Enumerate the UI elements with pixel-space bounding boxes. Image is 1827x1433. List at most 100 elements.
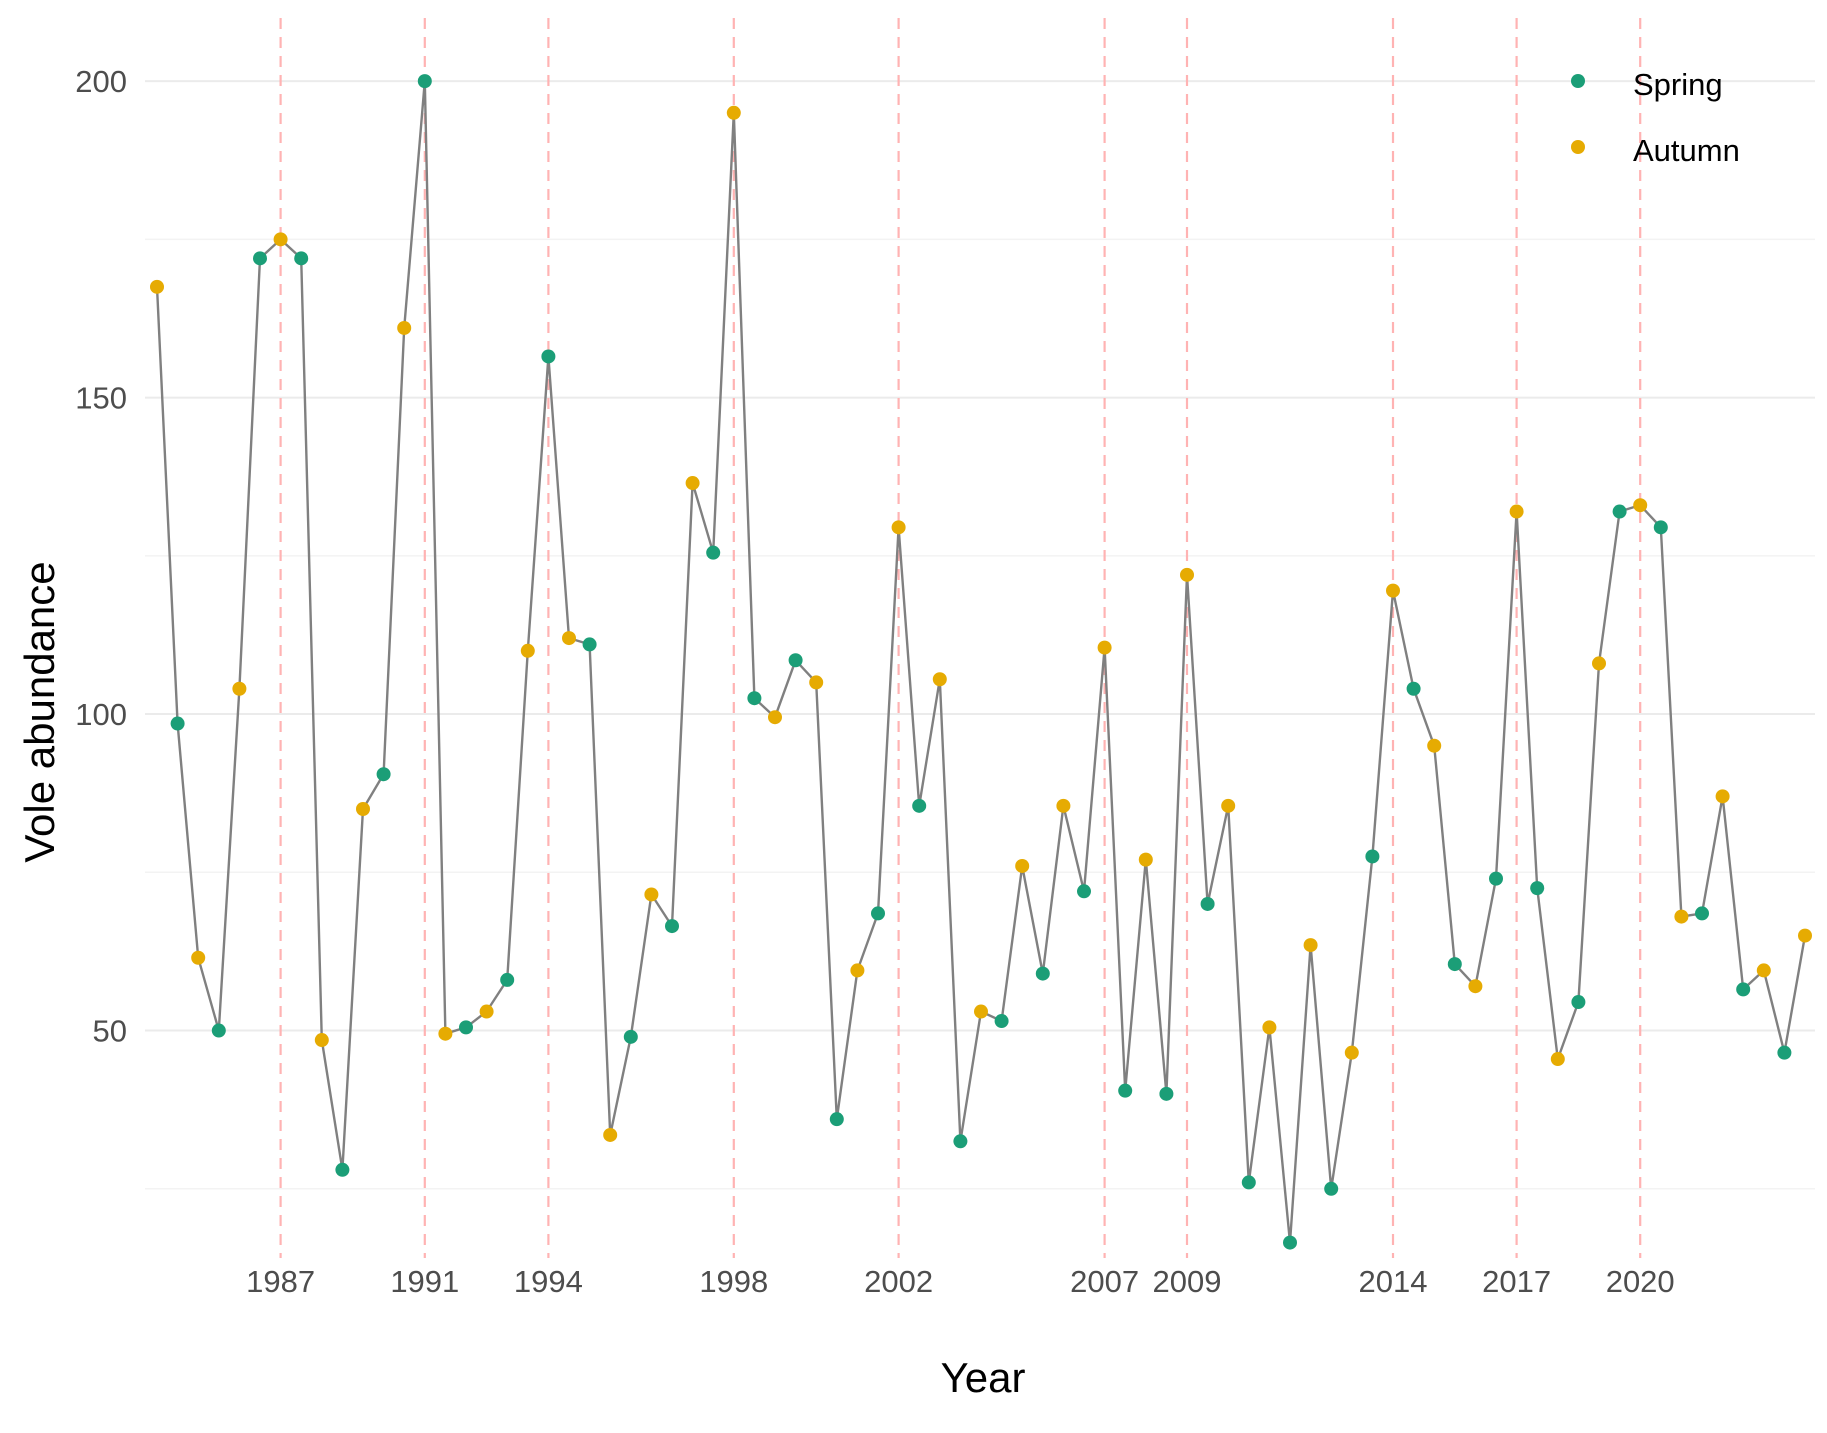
data-point-autumn [1303, 938, 1318, 953]
data-point-autumn [356, 802, 370, 817]
data-point-autumn [1262, 1020, 1277, 1035]
series-line-layer [155, 79, 1807, 1244]
data-point-autumn [809, 675, 824, 690]
data-point-spring [1447, 957, 1462, 972]
y-tick-label: 200 [75, 64, 127, 99]
abundance-line [155, 79, 1807, 1244]
data-point-autumn [1674, 909, 1689, 924]
data-point-autumn [1344, 1045, 1359, 1060]
data-point-autumn [1221, 798, 1236, 813]
data-point-spring [1365, 849, 1380, 864]
x-tick-label: 2020 [1606, 1264, 1675, 1299]
data-point-spring [1324, 1181, 1339, 1196]
x-tick-label: 2017 [1482, 1264, 1551, 1299]
data-point-autumn [1592, 656, 1606, 671]
data-point-autumn [1756, 963, 1771, 978]
data-point-spring [1241, 1175, 1256, 1190]
x-tick-label: 1994 [514, 1264, 583, 1299]
data-point-spring [1489, 871, 1503, 886]
data-point-spring [170, 716, 185, 731]
data-point-autumn [850, 963, 865, 978]
data-point-autumn [232, 681, 247, 696]
legend-key-autumn [1571, 140, 1585, 154]
x-tick-label: 1987 [246, 1264, 315, 1299]
data-point-autumn [603, 1127, 618, 1142]
data-point-spring [1612, 504, 1627, 519]
data-point-autumn [685, 476, 700, 491]
data-point-autumn [1468, 979, 1483, 994]
data-point-spring [871, 906, 885, 921]
data-point-spring [665, 919, 679, 934]
data-point-spring [1035, 966, 1050, 981]
data-point-spring [582, 637, 597, 652]
data-point-autumn [273, 232, 288, 247]
data-point-autumn [479, 1004, 494, 1019]
y-tick-label: 100 [75, 697, 127, 732]
data-point-autumn [150, 279, 164, 294]
data-point-spring [1530, 881, 1545, 896]
x-tick-label: 1991 [390, 1264, 459, 1299]
y-tick-label: 50 [93, 1014, 127, 1049]
data-point-spring [1283, 1235, 1297, 1250]
data-point-spring [294, 251, 309, 266]
data-point-autumn [768, 710, 782, 725]
data-point-autumn [1180, 567, 1194, 582]
data-point-spring [912, 798, 927, 813]
data-point-spring [1571, 995, 1586, 1010]
data-point-spring [706, 545, 721, 560]
data-point-spring [788, 653, 803, 668]
y-tick-label: 150 [75, 381, 127, 416]
data-point-spring [459, 1020, 473, 1035]
legend-key-spring [1571, 74, 1585, 88]
data-point-autumn [974, 1004, 988, 1019]
data-point-autumn [1056, 798, 1071, 813]
data-point-autumn [1509, 504, 1524, 519]
y-axis-title: Vole abundance [16, 561, 63, 862]
data-point-autumn [1633, 498, 1648, 513]
data-point-autumn [520, 643, 535, 658]
grid-layer [145, 80, 1815, 1190]
x-axis-title: Year [941, 1354, 1026, 1401]
x-tick-label: 1998 [699, 1264, 768, 1299]
data-point-autumn [1550, 1052, 1565, 1067]
legend-label-autumn: Autumn [1633, 133, 1740, 168]
data-point-autumn [726, 105, 741, 120]
data-point-spring [953, 1134, 968, 1149]
data-point-spring [1406, 681, 1421, 696]
data-point-spring [1200, 896, 1215, 911]
data-point-autumn [644, 887, 659, 902]
data-point-autumn [314, 1033, 329, 1048]
data-point-spring [211, 1023, 226, 1038]
data-point-spring [1077, 884, 1091, 899]
data-point-spring [335, 1162, 350, 1177]
year-boundary-lines [279, 18, 1642, 1258]
y-tick-labels: 50 100 150 200 [75, 64, 127, 1048]
data-point-spring [500, 972, 515, 987]
series-point-layer [150, 74, 1812, 1250]
data-point-autumn [1386, 583, 1400, 598]
data-point-spring [417, 74, 432, 89]
x-tick-labels: 1987 1991 1994 1998 2002 2007 2009 2014 2017 2020 [246, 1264, 1675, 1299]
data-point-spring [1777, 1045, 1792, 1060]
data-point-spring [623, 1029, 638, 1044]
data-point-autumn [932, 672, 947, 687]
data-point-autumn [1798, 928, 1812, 943]
data-point-spring [994, 1014, 1009, 1029]
data-point-autumn [1427, 738, 1442, 753]
data-point-autumn [1015, 858, 1030, 873]
data-point-spring [376, 767, 391, 782]
data-point-spring [541, 349, 556, 364]
data-point-autumn [397, 320, 412, 335]
legend-label-spring: Spring [1633, 67, 1723, 102]
data-point-spring [1118, 1083, 1133, 1098]
data-point-autumn [191, 950, 206, 965]
x-tick-label: 2014 [1359, 1264, 1428, 1299]
data-point-spring [1736, 982, 1751, 997]
data-point-spring [829, 1112, 844, 1127]
data-point-spring [1695, 906, 1709, 921]
data-point-spring [747, 691, 762, 706]
data-point-autumn [438, 1026, 453, 1041]
data-point-autumn [562, 631, 576, 646]
